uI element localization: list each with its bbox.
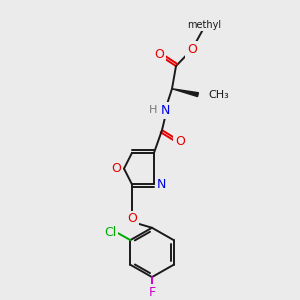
Text: N: N (157, 178, 166, 191)
Text: O: O (154, 48, 164, 61)
Text: O: O (127, 212, 137, 225)
Text: Cl: Cl (104, 226, 116, 239)
Text: methyl: methyl (187, 20, 221, 30)
Text: F: F (148, 286, 156, 299)
Polygon shape (172, 89, 198, 97)
Text: H: H (148, 105, 157, 116)
Text: O: O (187, 43, 197, 56)
Text: O: O (175, 136, 185, 148)
Text: CH₃: CH₃ (208, 90, 229, 100)
Text: N: N (160, 104, 170, 117)
Text: O: O (111, 162, 121, 175)
